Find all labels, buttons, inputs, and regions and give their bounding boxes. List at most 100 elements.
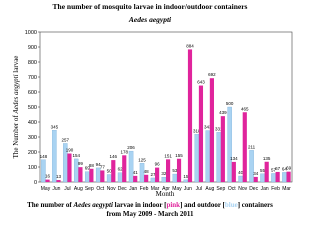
value-label: 135 (263, 156, 271, 161)
bar (227, 106, 232, 183)
bar (172, 173, 178, 183)
chart-title: The number of mosquito larvae in indoor/… (53, 2, 248, 11)
y-tick-label: 900 (28, 45, 37, 51)
bar (45, 179, 50, 182)
value-label: 331 (215, 126, 223, 131)
x-tick-label: Oct (96, 186, 104, 192)
x-axis-title: Month (156, 190, 175, 198)
x-tick-label: Mar (282, 186, 291, 192)
bar (183, 179, 189, 183)
bar (286, 171, 291, 182)
y-axis-title: The Number of Aedes aegypti larvae (12, 56, 20, 159)
chart: The number of mosquito larvae in indoor/… (12, 2, 293, 218)
value-label: 146 (110, 154, 118, 159)
value-label: 345 (51, 124, 59, 129)
x-tick-label: Jan (129, 186, 137, 192)
bar (260, 173, 265, 183)
value-label: 41 (133, 170, 139, 175)
value-label: 64 (282, 166, 288, 171)
value-label: 643 (197, 80, 205, 85)
value-label: 57 (271, 167, 277, 172)
value-label: 884 (186, 43, 194, 48)
bar (95, 167, 101, 183)
value-label: 148 (40, 154, 48, 159)
value-label: 88 (89, 163, 95, 168)
value-label: 178 (120, 149, 128, 154)
value-label: 67 (275, 166, 281, 171)
x-tick-label: Sep (216, 186, 225, 192)
y-tick-label: 0 (34, 180, 37, 186)
bar (150, 177, 156, 183)
bar (84, 171, 90, 183)
value-label: 27 (150, 172, 156, 177)
x-tick-label: Apr (162, 186, 170, 192)
value-label: 50 (107, 169, 113, 174)
value-label: 99 (78, 161, 84, 166)
value-label: 32 (161, 171, 167, 176)
bar (194, 134, 200, 183)
x-tick-label: Jan (261, 186, 269, 192)
value-label: 40 (238, 170, 244, 175)
x-tick-label: Oct (228, 186, 236, 192)
value-label: 34 (253, 171, 259, 176)
value-label: 125 (138, 157, 146, 162)
caption-line: from May 2009 - March 2011 (106, 210, 194, 218)
plot-area: 0 100 200 300 400 500 600 700 800 900 1000 May 148 16… (25, 30, 293, 192)
value-label: 96 (155, 162, 161, 167)
bar (275, 171, 280, 182)
bar (144, 174, 149, 182)
x-tick-label: Jun (184, 186, 192, 192)
x-tick-label: Nov (107, 186, 116, 192)
value-label: 13 (56, 174, 62, 179)
bar (209, 78, 214, 182)
bar (198, 85, 204, 182)
value-label: 53 (172, 168, 178, 173)
x-tick-label: Sep (85, 186, 94, 192)
value-label: 465 (241, 106, 249, 111)
x-tick-label: May (41, 186, 51, 192)
bar (282, 172, 287, 183)
y-tick-label: 600 (28, 90, 37, 96)
bar (139, 163, 145, 183)
bar (220, 116, 225, 182)
bar (52, 130, 57, 183)
y-tick-label: 100 (28, 165, 37, 171)
x-tick-label: Aug (74, 186, 83, 192)
bar (264, 161, 269, 182)
bar (106, 174, 112, 183)
bar (41, 159, 46, 183)
bar (133, 175, 138, 182)
value-label: 94 (96, 162, 102, 167)
bar (253, 176, 258, 182)
value-label: 439 (219, 110, 227, 115)
x-tick-label: May (172, 186, 182, 192)
x-tick-label: Aug (205, 186, 214, 192)
value-label: 134 (230, 156, 238, 161)
chart-subtitle: Aedes aegypti (128, 15, 172, 24)
y-tick-label: 700 (28, 75, 37, 81)
y-tick-label: 300 (28, 135, 37, 141)
bar (271, 173, 276, 183)
bar (166, 159, 171, 182)
value-label: 154 (73, 153, 81, 158)
value-label: 257 (62, 137, 70, 142)
x-tick-label: Jul (196, 186, 202, 192)
y-tick-label: 500 (28, 105, 37, 111)
bar (111, 160, 116, 182)
x-tick-label: Dec (118, 186, 127, 192)
x-tick-label: Feb (271, 186, 280, 192)
x-tick-label: Jun (52, 186, 60, 192)
bar (205, 130, 210, 183)
bar (238, 175, 243, 183)
value-label: 206 (127, 145, 135, 150)
caption-line: The number of Aedes aegypti larvae in in… (27, 201, 273, 209)
y-tick-label: 200 (28, 150, 37, 156)
value-label: 77 (100, 164, 106, 169)
value-label: 15 (183, 174, 189, 179)
bar (231, 161, 236, 182)
x-tick-label: Nov (238, 186, 247, 192)
x-tick-label: Mar (151, 186, 160, 192)
bar (122, 155, 127, 182)
value-label: 151 (164, 153, 172, 158)
bar (249, 150, 254, 183)
